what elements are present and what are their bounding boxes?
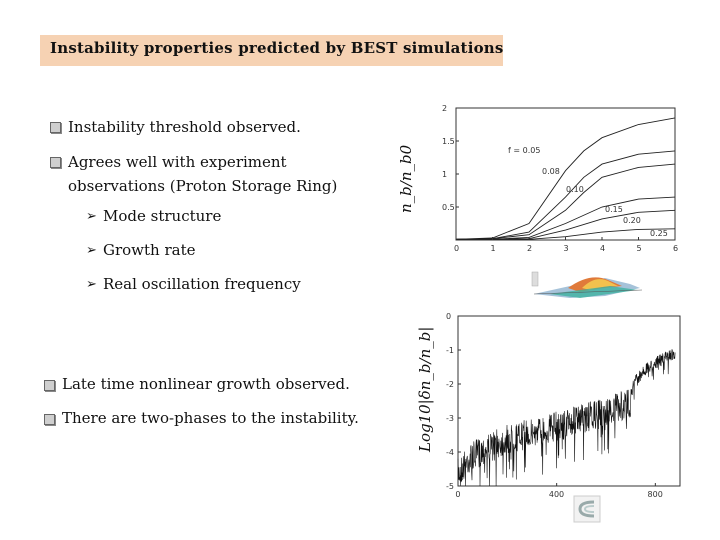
chart1-y-tick-label: 1 — [442, 170, 447, 179]
chart1-x-tick-label: 0 — [454, 244, 459, 253]
chart1-series-label: 0.10 — [566, 185, 584, 194]
chart2-y-tick-label: 0 — [446, 312, 451, 321]
chart2-y-tick-label: -2 — [446, 380, 454, 389]
chart1-x-tick-label: 2 — [527, 244, 532, 253]
chart1-frame — [455, 107, 676, 241]
chart2-ylabel: Log10|δn_b/n_b| — [416, 326, 434, 452]
chart1-y-tick-label: 2 — [442, 104, 447, 113]
sub-bullet-growth: Growth rate — [103, 241, 196, 259]
chart1-x-tick-label: 5 — [637, 244, 642, 253]
arrow-bullet-icon: ➢ — [86, 209, 97, 224]
chart1-x-tick-label: 3 — [564, 244, 569, 253]
chart1-series-label: 0.20 — [623, 216, 641, 225]
chart1-series-label: 0.25 — [650, 229, 668, 238]
chart2-y-tick-label: -1 — [446, 346, 454, 355]
mode-structure-surface-image — [531, 271, 643, 298]
arrow-bullet-icon: ➢ — [86, 277, 97, 292]
chart1-y-tick-label: 1.5 — [442, 137, 455, 146]
bullet-nonlinear: Late time nonlinear growth observed. — [62, 375, 350, 393]
chart1-x-tick-label: 6 — [673, 244, 678, 253]
bullet-square-icon — [44, 380, 55, 391]
chart1-series-line — [456, 209, 676, 240]
bullet-square-icon — [50, 157, 61, 168]
title-bar — [40, 35, 503, 66]
sub-bullet-mode: Mode structure — [103, 207, 222, 225]
bullet-threshold: Instability threshold observed. — [68, 118, 301, 136]
chart1-series-label: 0.08 — [542, 167, 560, 176]
chart1-y-tick-label: 0.5 — [442, 203, 455, 212]
sub-bullet-frequency: Real oscillation frequency — [103, 275, 301, 293]
chart1-series-line — [455, 117, 676, 240]
bullet-agrees-cont: observations (Proton Storage Ring) — [68, 177, 338, 195]
arrow-bullet-icon: ➢ — [86, 243, 97, 258]
slide-title: Instability properties predicted by BEST… — [50, 39, 504, 57]
threshold-chart: 0 1 2 3 4 5 60.511.52 f = 0.05 0.08 0.10 0.15 … — [442, 104, 678, 253]
chart1-x-tick-label: 1 — [491, 244, 496, 253]
chart1-ylabel: n_b/n_b0 — [397, 144, 415, 213]
chart2-frame — [457, 315, 681, 487]
chart2-x-tick-label: 0 — [455, 490, 460, 499]
growth-chart: 0 400 800 0 -1 -2 -3 -4 -5 — [446, 312, 681, 499]
bullet-agrees: Agrees well with experiment — [68, 153, 287, 171]
chart1-series-line — [456, 196, 676, 240]
chart2-y-tick-label: -5 — [446, 482, 454, 491]
chart2-y-tick-label: -4 — [446, 448, 454, 457]
bullet-square-icon — [44, 414, 55, 425]
chart1-series-label: 0.15 — [605, 205, 623, 214]
chart2-y-tick-label: -3 — [446, 414, 454, 423]
chart2-series-line — [457, 348, 676, 487]
chart2-x-tick-label: 400 — [549, 490, 564, 499]
bullet-two-phases: There are two-phases to the instability. — [62, 409, 359, 427]
lab-logo — [573, 495, 601, 523]
chart1-series-line — [455, 163, 676, 240]
chart2-x-tick-label: 800 — [648, 490, 663, 499]
chart1-series-line — [455, 150, 676, 240]
bullet-square-icon — [50, 122, 61, 133]
chart1-series-label: f = 0.05 — [508, 146, 540, 155]
chart1-x-tick-label: 4 — [600, 244, 605, 253]
